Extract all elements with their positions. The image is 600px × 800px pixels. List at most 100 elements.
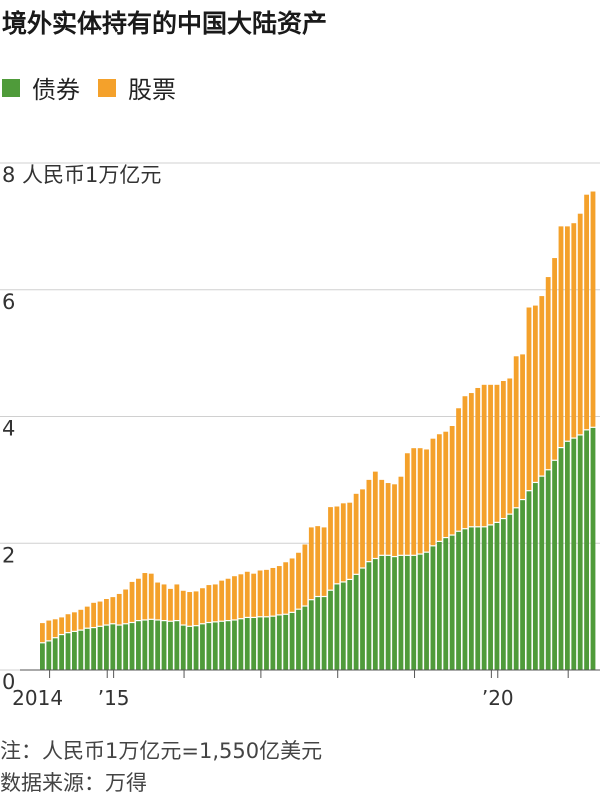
bar-bonds (385, 555, 391, 670)
bar-stocks (545, 277, 551, 470)
bar-stocks (481, 384, 487, 527)
y-tick-label: 6 (2, 290, 15, 314)
bar-stocks (520, 354, 525, 499)
bar-bonds (462, 529, 468, 670)
legend-label-stocks: 股票 (128, 76, 176, 104)
bar-bonds (296, 609, 301, 670)
bar-bonds (264, 617, 269, 670)
bar-bonds (443, 538, 449, 670)
bar-stocks (212, 584, 218, 622)
bar-stocks (334, 506, 340, 584)
bar-stocks (353, 493, 359, 574)
bar-stocks (187, 592, 193, 626)
bar-stocks (462, 396, 468, 529)
bar-stocks (475, 387, 481, 527)
bar-bonds (372, 559, 378, 670)
bar-bonds (475, 527, 481, 670)
bar-stocks (539, 296, 545, 476)
bar-stocks (321, 527, 327, 596)
bar-stocks (328, 507, 333, 590)
bar-bonds (142, 620, 148, 670)
bar-stocks (97, 601, 103, 626)
bar-stocks (590, 191, 596, 427)
bar-bonds (590, 427, 596, 670)
bar-bonds (91, 628, 97, 670)
bar-stocks (52, 619, 58, 638)
bar-bonds (72, 631, 77, 670)
legend-swatch-stocks (98, 78, 116, 97)
bar-stocks (532, 305, 538, 482)
bar-bonds (308, 600, 314, 670)
bar-bonds (449, 535, 455, 670)
bar-bonds (244, 618, 250, 670)
bar-bonds (225, 621, 231, 670)
bar-stocks (174, 584, 180, 621)
bar-bonds (212, 622, 218, 670)
source-note: 数据来源：万得 (0, 771, 147, 795)
bar-stocks (584, 194, 589, 430)
bar-bonds (52, 638, 58, 670)
bar-stocks (315, 526, 321, 596)
bar-bonds (276, 615, 282, 670)
bar-bonds (315, 597, 321, 670)
bar-bonds (110, 624, 116, 670)
bar-bonds (494, 522, 500, 670)
bar-stocks (302, 544, 308, 606)
bar-stocks (136, 578, 141, 621)
y-tick-label: 2 (2, 543, 15, 567)
legend-item-stocks: 股票 (98, 70, 176, 105)
bar-bonds (251, 618, 257, 670)
bar-stocks (571, 223, 577, 438)
bar-stocks (232, 576, 237, 620)
bar-stocks (296, 552, 301, 609)
bar-stocks (340, 503, 346, 582)
bar-bonds (404, 555, 410, 670)
bar-stocks (72, 612, 77, 631)
y-tick-label: 4 (2, 417, 15, 441)
bar-bonds (539, 476, 545, 670)
bar-stocks (488, 384, 493, 525)
bar-stocks (289, 558, 295, 612)
bar-bonds (283, 614, 289, 670)
bar-stocks (398, 476, 404, 555)
bar-stocks (200, 588, 205, 624)
bar-stocks (206, 585, 212, 622)
legend-swatch-bonds (2, 78, 20, 97)
bar-bonds (532, 483, 538, 670)
x-tick-label: ’20 (482, 686, 514, 710)
legend-item-bonds: 债券 (2, 70, 80, 105)
bar-stocks (168, 588, 173, 621)
bar-stocks (564, 226, 570, 441)
stacked-bar-chart: 0 2 4 6 8 人民币1万亿元 2014 ’15 ’20 (0, 162, 600, 710)
bar-bonds (129, 623, 135, 670)
y-tick-label: 8 人民币1万亿元 (2, 163, 161, 187)
bar-stocks (219, 580, 225, 621)
bar-bonds (123, 624, 129, 670)
bar-bonds (187, 626, 193, 670)
bar-stocks (283, 562, 289, 614)
footnote: 注：人民币1万亿元=1,550亿美元 (0, 739, 323, 763)
bar-stocks (552, 258, 557, 460)
bar-bonds (545, 470, 551, 670)
bar-stocks (379, 479, 385, 555)
bar-stocks (78, 609, 84, 630)
bar-bonds (552, 460, 557, 670)
bar-bonds (468, 527, 474, 670)
bar-bonds (436, 541, 442, 670)
bar-bonds (411, 555, 417, 670)
bar-bonds (174, 621, 180, 670)
bar-bonds (136, 621, 141, 670)
bar-stocks (424, 449, 429, 552)
bar-stocks (238, 574, 244, 619)
bar-stocks (468, 393, 474, 527)
bar-bonds (392, 557, 397, 670)
bar-stocks (225, 578, 231, 621)
bar-stocks (392, 484, 397, 556)
bar-bonds (270, 616, 276, 670)
bar-stocks (430, 438, 436, 546)
bar-bonds (571, 438, 577, 670)
legend: 债券 股票 (2, 70, 194, 105)
bar-stocks (180, 590, 186, 625)
bar-bonds (59, 635, 65, 670)
bar-bonds (321, 597, 327, 670)
